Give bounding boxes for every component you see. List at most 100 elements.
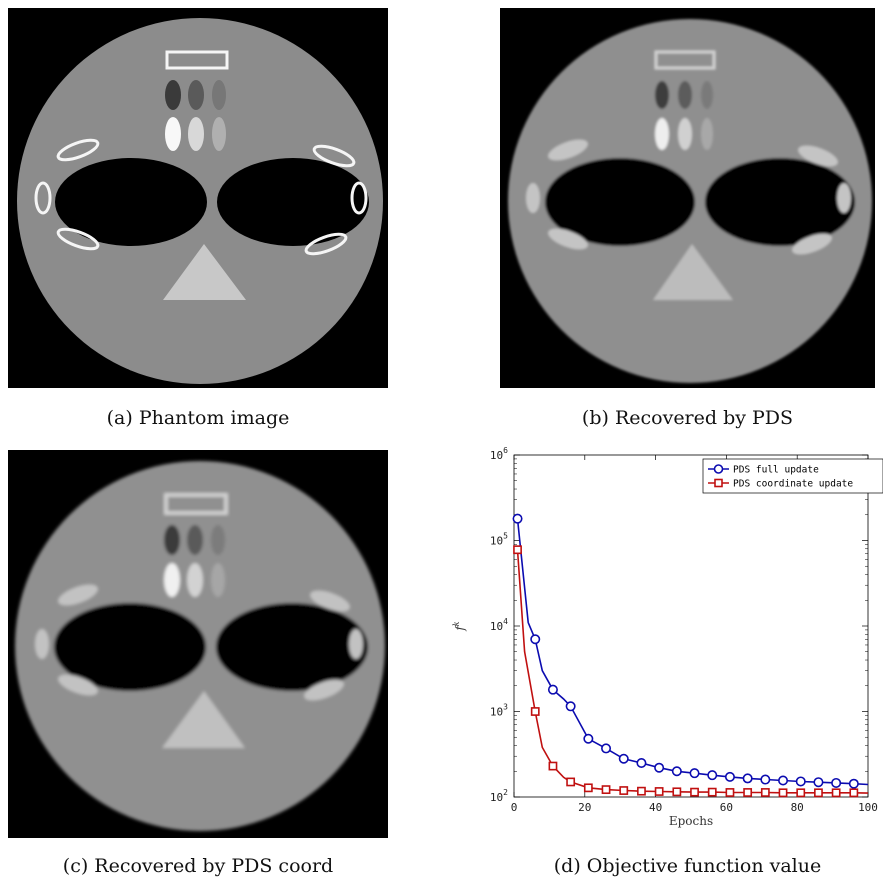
bright-ellipse-3 <box>701 118 713 150</box>
series-line-2 <box>516 549 869 794</box>
x-tick-label: 60 <box>720 801 733 814</box>
bright-ellipse-1 <box>655 118 669 150</box>
legend-label-2: PDS coordinate update <box>733 479 853 490</box>
right-bottom-blob <box>304 679 344 701</box>
series-marker-1 <box>795 776 806 787</box>
series-marker-1 <box>742 773 753 784</box>
caption-a: (a) Phantom image <box>106 407 290 429</box>
right-mid-blob <box>837 183 851 213</box>
left-mid-ring <box>34 181 52 215</box>
series-marker-2 <box>831 788 841 798</box>
series-marker-1 <box>707 770 718 781</box>
right-bottom-blob <box>792 233 832 255</box>
series-marker-1 <box>654 762 665 773</box>
triangle <box>162 691 245 748</box>
bright-ellipse-2 <box>187 563 203 597</box>
caption-c: (c) Recovered by PDS coord <box>62 855 334 877</box>
series-marker-1 <box>724 771 735 782</box>
bright-ellipse-3 <box>211 563 225 597</box>
legend-marker-1 <box>713 464 724 474</box>
recovered-pds-image <box>500 8 875 388</box>
left-bottom-ring <box>56 227 100 251</box>
series-marker-2 <box>707 787 717 797</box>
series-marker-2 <box>743 788 753 797</box>
y-axis-label: fk <box>452 621 467 631</box>
dark-ellipse-2 <box>678 81 692 109</box>
left-eye-hole <box>54 603 206 691</box>
series-marker-2 <box>672 787 682 797</box>
objective-chart: 0 20 40 60 80 100 102 103 104 105 106 PDS full upd… <box>450 445 883 845</box>
series-marker-2 <box>601 785 611 795</box>
left-top-blob <box>548 139 588 161</box>
bright-ellipse-2 <box>188 117 204 151</box>
series-marker-2 <box>796 788 806 798</box>
series-marker-1 <box>601 743 612 754</box>
recovered-pds-svg <box>500 8 875 388</box>
left-top-ring <box>56 138 100 162</box>
series-marker-2 <box>849 788 859 798</box>
series-marker-2 <box>637 786 646 796</box>
chart-ticks: 0 20 40 60 80 100 102 103 104 105 106 <box>490 446 878 814</box>
top-rectangle <box>164 493 228 515</box>
left-eye-hole <box>545 158 695 246</box>
x-axis-label: Epochs <box>669 814 713 828</box>
right-eye-hole <box>705 158 855 246</box>
phantom-image <box>8 8 388 388</box>
series-marker-1 <box>848 778 859 789</box>
chart-series <box>512 513 869 798</box>
series-marker-2 <box>583 783 593 793</box>
left-bottom-blob <box>548 228 588 250</box>
series-marker-1 <box>760 774 771 785</box>
top-rectangle <box>654 50 716 70</box>
chart-frame <box>513 454 869 798</box>
x-tick-label: 100 <box>858 801 878 814</box>
dark-ellipse-3 <box>701 81 713 109</box>
right-mid-blob <box>349 629 363 659</box>
dark-ellipse-3 <box>212 80 226 110</box>
right-top-blob <box>798 145 838 167</box>
series-marker-2 <box>760 788 770 797</box>
series-marker-2 <box>778 788 788 798</box>
dark-ellipse-2 <box>187 525 203 555</box>
series-marker-1 <box>671 766 682 777</box>
right-bottom-ring <box>304 232 348 256</box>
right-eye-hole <box>217 158 369 246</box>
series-marker-2 <box>513 545 522 555</box>
bright-ellipse-1 <box>165 117 181 151</box>
series-marker-1 <box>547 684 558 695</box>
y-tick-label: 104 <box>490 617 508 633</box>
right-top-blob <box>310 590 350 612</box>
dark-ellipse-1 <box>655 81 669 109</box>
left-bottom-blob <box>58 674 98 696</box>
x-tick-label: 0 <box>511 801 518 814</box>
right-eye-hole <box>216 603 368 691</box>
series-marker-2 <box>725 788 735 797</box>
y-tick-label: 103 <box>490 703 508 719</box>
left-mid-blob <box>526 183 540 213</box>
triangle <box>653 244 733 300</box>
legend-box <box>702 458 883 494</box>
phantom-image-svg <box>8 8 388 388</box>
series-marker-2 <box>690 787 699 797</box>
series-marker-1 <box>636 757 647 768</box>
series-marker-2 <box>548 761 558 771</box>
legend-label-1: PDS full update <box>733 465 819 476</box>
recovered-pds-coord-image <box>8 450 388 838</box>
series-marker-2 <box>566 777 576 787</box>
left-top-blob <box>58 584 98 606</box>
right-mid-ring <box>350 181 368 215</box>
series-marker-1 <box>689 768 700 779</box>
series-marker-1 <box>618 753 629 764</box>
dark-ellipse-3 <box>211 525 225 555</box>
x-tick-label: 80 <box>791 801 804 814</box>
series-line-1 <box>516 518 869 786</box>
caption-b: (b) Recovered by PDS <box>581 407 794 429</box>
chart-legend: PDS full update PDS coordinate update <box>702 458 883 494</box>
y-tick-label: 106 <box>490 446 508 462</box>
dark-ellipse-2 <box>188 80 204 110</box>
triangle <box>163 244 246 300</box>
bright-ellipse-3 <box>212 117 226 151</box>
x-tick-label: 40 <box>649 801 662 814</box>
series-marker-2 <box>530 707 540 716</box>
recovered-pds-coord-svg <box>8 450 388 838</box>
